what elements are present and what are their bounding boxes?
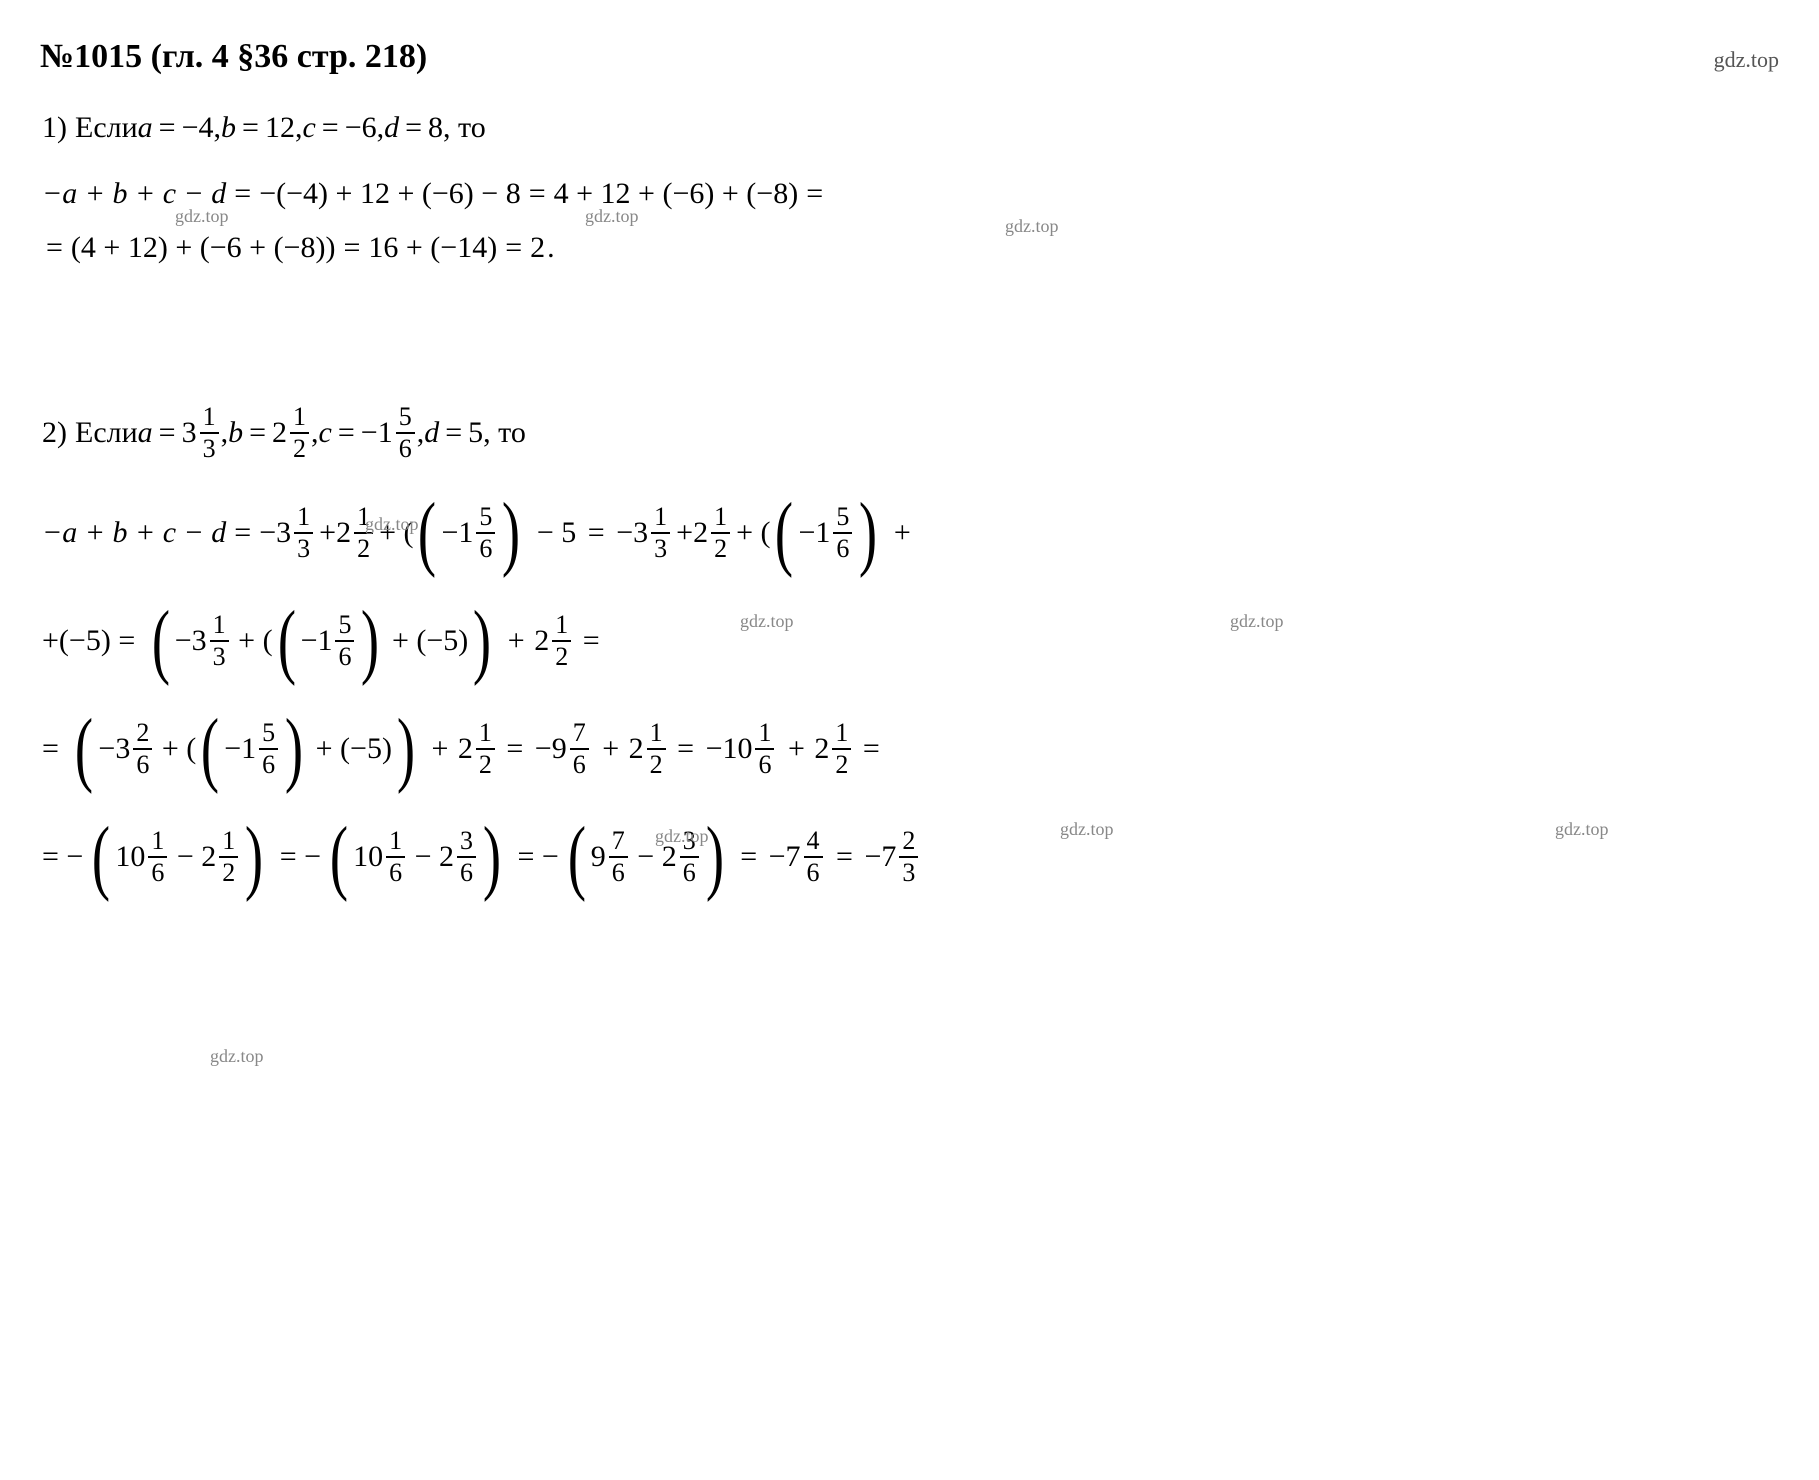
p2-d: 5 bbox=[468, 409, 483, 457]
p2-c-sign: − bbox=[361, 409, 378, 457]
p2-l4-g1m: − bbox=[169, 833, 201, 881]
p2-condition: 2) Если a= 313, b= 212, c= −156, d=5 , т… bbox=[40, 388, 1779, 478]
watermark-inline: gdz.top bbox=[210, 1042, 264, 1071]
p2-l2-lead: +(−5) = bbox=[42, 617, 143, 665]
p2-l1-t1sign: − bbox=[259, 509, 276, 557]
p1-cond-prefix: Если bbox=[75, 104, 138, 152]
p2-l1-r3o: + ( bbox=[736, 509, 770, 557]
p2-cond-suffix: , то bbox=[483, 409, 526, 457]
header: №1015 (гл. 4 §36 стр. 218) gdz.top bbox=[40, 30, 1779, 84]
p2-b-val: 212 bbox=[272, 404, 311, 462]
p2-l3-after: + bbox=[424, 725, 456, 773]
p2-l3-plus2: + bbox=[780, 725, 812, 773]
p2-l2-p1: + ( bbox=[231, 617, 273, 665]
p2-l2-p2: + (−5) bbox=[384, 617, 468, 665]
p1-a: −4 bbox=[182, 104, 214, 152]
p2-l3-t1s: − bbox=[98, 725, 115, 773]
p2-l1-r1s: − bbox=[616, 509, 633, 557]
p1-label: 1) bbox=[42, 104, 67, 152]
p2-l2-t2s: − bbox=[301, 617, 318, 665]
p2-l1-t3o: + ( bbox=[379, 509, 413, 557]
p2-l1-trail: + bbox=[886, 509, 910, 557]
p2-label: 2) bbox=[42, 409, 67, 457]
p2-l3-plus: + bbox=[595, 725, 627, 773]
p2-l1-t3s: − bbox=[441, 509, 458, 557]
p1-condition: 1) Если a=−4, b=12, c=−6, d=8 , то bbox=[40, 104, 1779, 152]
p2-l3-lead: = bbox=[42, 725, 66, 773]
p2-line3: = ( −326 + (( −156 ) + (−5) ) + 212 = −9… bbox=[40, 704, 1779, 794]
p2-c-val: 156 bbox=[378, 404, 417, 462]
p1-step2: 4 + 12 + (−6) + (−8) bbox=[554, 170, 799, 218]
p2-l3-p2: + (−5) bbox=[308, 725, 392, 773]
p2-l1-r2s: + bbox=[676, 509, 693, 557]
p2-l3-eq1: = bbox=[499, 725, 531, 773]
p2-a-val: 313 bbox=[182, 404, 221, 462]
p2-l4-r1s: − bbox=[769, 833, 786, 881]
p1-lhs: −a + b + c − d bbox=[42, 170, 226, 218]
p2-l2-after: + bbox=[500, 617, 532, 665]
p2-line1: −a + b + c − d = −313 + 212 + ((−156) − … bbox=[40, 488, 1779, 578]
p2-l4-eq1: = − bbox=[272, 833, 321, 881]
p2-cond-prefix: Если bbox=[75, 409, 138, 457]
p2-lhs: −a + b + c − d bbox=[42, 509, 226, 557]
p2-l4-eq3: = bbox=[733, 833, 765, 881]
p2-l2-eq: = bbox=[575, 617, 599, 665]
p2-l3-eq2: = bbox=[670, 725, 702, 773]
p1-expr-line1: −a + b + c − d = −(−4) + 12 + (−6) − 8 =… bbox=[40, 170, 1779, 218]
p1-step4: 16 + (−14) bbox=[368, 224, 497, 272]
p2-l3-p1: + ( bbox=[154, 725, 196, 773]
p2-l3-t2s: − bbox=[224, 725, 241, 773]
p1-cond-suffix: , то bbox=[443, 104, 486, 152]
p1-b: 12 bbox=[265, 104, 295, 152]
p2-line4: = − (1016 − 212) = − (1016 − 236) = − (9… bbox=[40, 812, 1779, 902]
p1-expr-line2: = (4 + 12) + (−6 + (−8)) = 16 + (−14) = … bbox=[40, 224, 1779, 272]
p1-step3: (4 + 12) + (−6 + (−8)) bbox=[71, 224, 336, 272]
p2-l4-eq4: = bbox=[829, 833, 861, 881]
p2-l4-r2s: − bbox=[864, 833, 881, 881]
problem-2: 2) Если a= 313, b= 212, c= −156, d=5 , т… bbox=[40, 388, 1779, 902]
p1-d: 8 bbox=[428, 104, 443, 152]
page-title: №1015 (гл. 4 §36 стр. 218) bbox=[40, 30, 427, 84]
watermark-top: gdz.top bbox=[1714, 42, 1779, 77]
p2-l1-eq: = bbox=[580, 509, 612, 557]
p2-l1-r3s: − bbox=[798, 509, 815, 557]
p1-step1: −(−4) + 12 + (−6) − 8 bbox=[259, 170, 520, 218]
p2-l1-t2sign: + bbox=[319, 509, 336, 557]
p2-l4-lead: = − bbox=[42, 833, 83, 881]
p1-c: −6 bbox=[345, 104, 377, 152]
p2-l3-r3s: − bbox=[706, 725, 723, 773]
p2-l3-r1s: − bbox=[535, 725, 552, 773]
p2-l4-g3m: − bbox=[630, 833, 662, 881]
p2-l1-t4: − 5 bbox=[529, 509, 576, 557]
p2-l4-g2m: − bbox=[407, 833, 439, 881]
p1-result: 2 bbox=[530, 224, 545, 272]
problem-1: 1) Если a=−4, b=12, c=−6, d=8 , то −a + … bbox=[40, 104, 1779, 272]
p2-l2-t1s: − bbox=[175, 617, 192, 665]
p2-line2: +(−5) = ( −313 + (( −156 ) + (−5) ) + 21… bbox=[40, 596, 1779, 686]
p2-l3-trail: = bbox=[855, 725, 879, 773]
p2-l4-eq2: = − bbox=[510, 833, 559, 881]
